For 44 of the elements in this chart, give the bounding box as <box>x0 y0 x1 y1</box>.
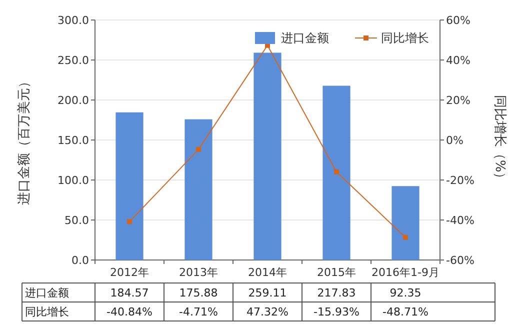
data-label: 184.57 <box>110 286 149 300</box>
point <box>403 234 408 240</box>
y2-tick-label: 20% <box>446 94 470 107</box>
x-tick-label: 2014年 <box>248 266 287 279</box>
point <box>127 219 132 224</box>
text: 同比增长 <box>25 306 69 318</box>
point <box>196 146 201 152</box>
x-tick-label: 2015年 <box>317 266 356 279</box>
bar <box>254 52 282 260</box>
y-tick-label: 150.0 <box>58 134 89 147</box>
y2-tick-label: 60% <box>446 14 470 27</box>
legend-label: 同比增长 <box>381 31 429 45</box>
y2-axis-title: 同比增长（%） <box>492 94 507 186</box>
data-label: 92.35 <box>390 286 422 300</box>
data-label: 175.88 <box>179 286 218 300</box>
x-tick-label: 2012年 <box>110 266 149 279</box>
bar <box>116 112 144 260</box>
text: 进口金额 <box>25 286 69 300</box>
data-label: 217.83 <box>317 286 356 300</box>
data-label: -48.71% <box>382 306 428 318</box>
point <box>334 169 339 174</box>
bar <box>184 119 212 260</box>
y2-tick-label: 0% <box>446 134 464 147</box>
bar <box>322 86 350 260</box>
y-tick-label: 100.0 <box>58 174 89 187</box>
y-tick-label: 50.0 <box>64 214 89 227</box>
y2-tick-label: -60% <box>446 254 474 267</box>
y2-tick-label: -40% <box>446 214 474 227</box>
bar <box>392 186 420 260</box>
data-label: 259.11 <box>248 286 287 300</box>
data-label: -40.84% <box>106 306 152 318</box>
data-label: -15.93% <box>314 306 360 318</box>
data-label: -4.71% <box>179 306 218 318</box>
y2-tick-label: -20% <box>446 174 474 187</box>
y-tick-label: 250.0 <box>58 54 89 67</box>
legend-label: 进口金额 <box>281 31 329 45</box>
y2-tick-label: 40% <box>446 54 470 67</box>
y-tick-label: 0.0 <box>72 254 89 267</box>
y-tick-label: 300.0 <box>58 14 89 27</box>
data-label: 47.32% <box>246 306 288 318</box>
x-tick-label: 2016年1-9月 <box>372 266 440 279</box>
y-tick-label: 200.0 <box>58 94 89 107</box>
y-axis-title: 进口金额（百万美元） <box>16 75 32 205</box>
x-tick-label: 2013年 <box>179 266 218 279</box>
